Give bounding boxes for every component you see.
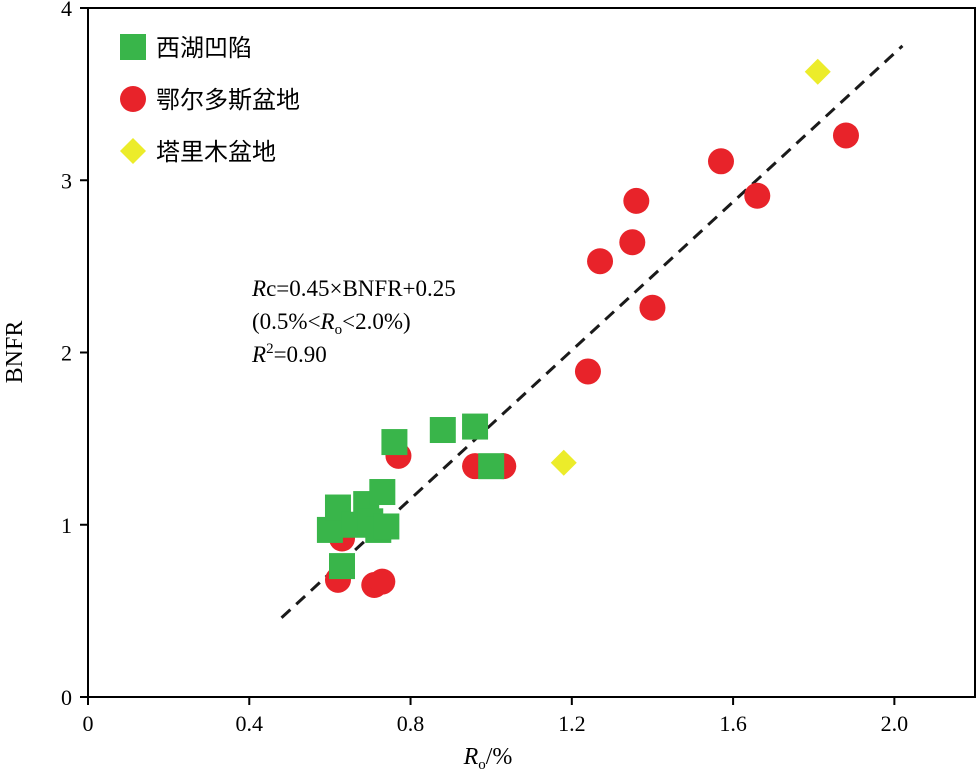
circle-point	[619, 229, 646, 256]
y-tick-label: 2	[61, 341, 72, 366]
circle-point	[832, 122, 859, 149]
series-diamond	[550, 58, 831, 476]
x-tick-label: 2.0	[881, 711, 909, 736]
x-tick-label: 0	[83, 711, 94, 736]
circle-point	[744, 182, 771, 209]
square-point	[429, 417, 456, 444]
equation-line-1: Rc=0.45×BNFR+0.25	[251, 276, 456, 301]
x-tick-label: 1.6	[719, 711, 747, 736]
x-axis-title: Ro/%	[463, 744, 513, 773]
square-point	[369, 479, 396, 506]
y-axis: 0 1 2 3 4	[61, 0, 88, 710]
circle-point	[623, 187, 650, 214]
equation-line-2: (0.5%<Ro<2.0%)	[252, 309, 411, 338]
y-tick-label: 1	[61, 513, 72, 538]
diamond-point	[804, 58, 831, 85]
series-circle	[324, 122, 859, 599]
regression-annotation: Rc=0.45×BNFR+0.25 (0.5%<Ro<2.0%) R2=0.90	[251, 276, 456, 367]
circle-point	[639, 294, 666, 321]
circle-point	[707, 148, 734, 175]
y-tick-label: 4	[61, 0, 72, 21]
legend-label: 塔里木盆地	[156, 138, 276, 166]
series-square	[316, 413, 505, 580]
square-point	[373, 513, 400, 540]
legend-square-swatch	[120, 34, 146, 60]
x-tick-label: 1.2	[558, 711, 586, 736]
y-axis-title: BNFR	[2, 321, 28, 384]
legend-diamond-swatch	[120, 138, 146, 164]
square-point	[478, 453, 505, 480]
points-layer	[316, 58, 859, 599]
circle-point	[574, 358, 601, 385]
circle-point	[587, 248, 614, 275]
equation-line-3: R2=0.90	[251, 341, 327, 367]
x-tick-label: 0.4	[236, 711, 264, 736]
x-tick-label: 0.8	[397, 711, 425, 736]
y-tick-label: 3	[61, 168, 72, 193]
legend-label: 鄂尔多斯盆地	[156, 86, 300, 114]
square-point	[316, 516, 343, 543]
plot-area: 0 0.4 0.8 1.2 1.6 2.0 0 1 2 3 4	[61, 0, 976, 736]
circle-point	[369, 568, 396, 595]
square-point	[329, 553, 356, 580]
square-point	[381, 429, 408, 456]
legend-label: 西湖凹陷	[156, 34, 252, 62]
diamond-point	[550, 449, 577, 476]
x-axis: 0 0.4 0.8 1.2 1.6 2.0	[83, 697, 909, 736]
legend-circle-swatch	[120, 86, 146, 112]
square-point	[462, 413, 489, 440]
y-tick-label: 0	[61, 685, 72, 710]
